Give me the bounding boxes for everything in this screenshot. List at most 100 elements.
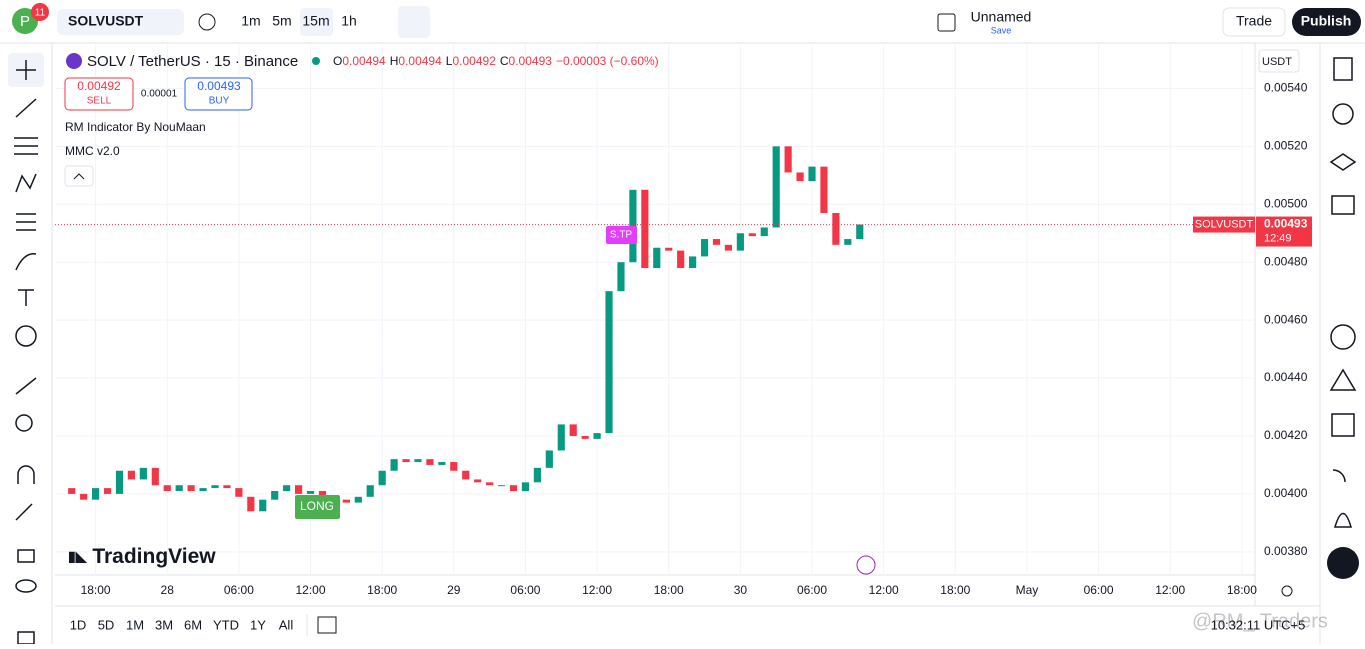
interval[interactable]: 15m — [302, 13, 329, 29]
candle — [163, 485, 171, 492]
apps-button[interactable] — [1327, 547, 1359, 579]
price-tag-box — [1256, 216, 1312, 247]
range-button[interactable]: YTD — [213, 617, 239, 632]
candle — [235, 488, 243, 497]
range-button[interactable]: 1Y — [250, 617, 266, 632]
candle — [175, 485, 183, 492]
candle — [748, 233, 756, 237]
publish-button[interactable] — [1292, 8, 1361, 36]
candle — [772, 146, 780, 228]
badge — [31, 3, 49, 21]
candle — [736, 233, 744, 251]
range-button[interactable]: 1D — [70, 617, 87, 632]
ohlc: O0.00494 H0.00494 L0.00492 C0.00493 −0.00003… — [333, 54, 659, 68]
add-symbol[interactable] — [198, 13, 216, 31]
candle — [306, 491, 315, 494]
candle — [605, 291, 613, 434]
collapse-button[interactable] — [64, 165, 94, 187]
sell-price: 0.00492 — [77, 79, 121, 93]
logo-text: TradingView — [92, 545, 216, 568]
currency-button[interactable] — [1258, 49, 1300, 73]
y-tick-label: 0.00520 — [1264, 139, 1308, 153]
candle — [199, 488, 207, 492]
trade-button[interactable] — [1222, 7, 1286, 37]
x-tick-label: May — [1016, 583, 1039, 597]
legend-title: SOLV / TetherUS · 15 · Binance — [87, 53, 298, 70]
candle — [259, 499, 267, 512]
candle — [223, 485, 231, 489]
sell-button[interactable] — [64, 77, 134, 111]
symbol: SOLVUSDT — [68, 13, 144, 29]
y-tick-label: 0.00500 — [1264, 196, 1308, 210]
x-tick-label: 18:00 — [654, 583, 684, 597]
candle-type[interactable] — [398, 6, 430, 38]
drawing-tools — [14, 60, 38, 645]
range-button[interactable]: 5D — [98, 617, 115, 632]
candle — [211, 485, 219, 489]
clock[interactable]: 10:32:11 UTC+5 — [1211, 617, 1306, 632]
range-button[interactable]: All — [279, 617, 294, 632]
save[interactable]: Save — [991, 25, 1012, 35]
x-tick-label: 12:00 — [296, 583, 326, 597]
y-tick-label: 0.00380 — [1264, 544, 1308, 558]
buy-label: BUY — [209, 96, 230, 107]
candle — [68, 488, 76, 494]
candle — [820, 166, 828, 213]
checkbox[interactable] — [937, 13, 956, 32]
y-tick-label: 0.00420 — [1264, 428, 1308, 442]
layout-name[interactable]: Unnamed — [971, 9, 1032, 25]
change: −0.00003 (−0.60%) — [556, 54, 659, 68]
candle — [689, 256, 697, 269]
indicator[interactable]: RM Indicator By NouMaan — [65, 120, 206, 134]
y-tick-label: 0.00400 — [1264, 486, 1308, 500]
o-key: O — [333, 54, 342, 68]
trade-label: Trade — [1236, 13, 1272, 29]
candle — [844, 239, 852, 245]
candle — [115, 470, 124, 494]
candle — [426, 459, 434, 465]
candle — [521, 482, 530, 492]
range-button[interactable]: 3M — [155, 617, 173, 632]
candle — [712, 239, 721, 245]
y-tick-label: 0.00440 — [1264, 370, 1308, 384]
x-tick-label: 30 — [734, 583, 748, 597]
candle — [390, 459, 398, 471]
goto-date[interactable] — [317, 616, 337, 634]
candle — [557, 424, 565, 451]
interval[interactable]: 1m — [241, 13, 260, 29]
o-value: 0.00494 — [342, 54, 386, 68]
interval[interactable]: 1h — [341, 13, 357, 29]
candle — [724, 244, 733, 251]
candle — [486, 482, 494, 486]
candle — [402, 459, 410, 463]
settings-icon[interactable] — [1281, 585, 1293, 597]
range-button[interactable]: 1M — [126, 617, 144, 632]
candle — [641, 189, 649, 269]
interval[interactable]: 5m — [272, 13, 291, 29]
candle — [784, 146, 792, 173]
interval-active — [300, 8, 333, 36]
marker-label: S.TP — [610, 230, 633, 241]
candle — [92, 488, 100, 500]
avatar-letter: P — [20, 13, 30, 30]
x-tick-label: 12:00 — [869, 583, 899, 597]
buy-price: 0.00493 — [197, 79, 241, 93]
candle — [283, 485, 291, 492]
range-button[interactable]: 6M — [184, 617, 202, 632]
spread: 0.00001 — [141, 89, 178, 100]
candle — [808, 166, 816, 182]
price-tag-symbol-box — [1193, 216, 1255, 233]
events-icon[interactable] — [856, 555, 876, 575]
indicator[interactable]: MMC v2.0 — [65, 144, 120, 158]
candle — [653, 247, 661, 269]
candle — [450, 462, 458, 471]
symbol-search[interactable] — [57, 9, 184, 35]
c-value: 0.00493 — [509, 54, 553, 68]
sidebar-icons — [1329, 57, 1357, 528]
x-tick-label: 12:00 — [582, 583, 612, 597]
candle — [414, 459, 422, 463]
buy-button[interactable] — [184, 77, 253, 111]
candle — [103, 488, 112, 494]
x-tick-label: 18:00 — [1227, 583, 1257, 597]
